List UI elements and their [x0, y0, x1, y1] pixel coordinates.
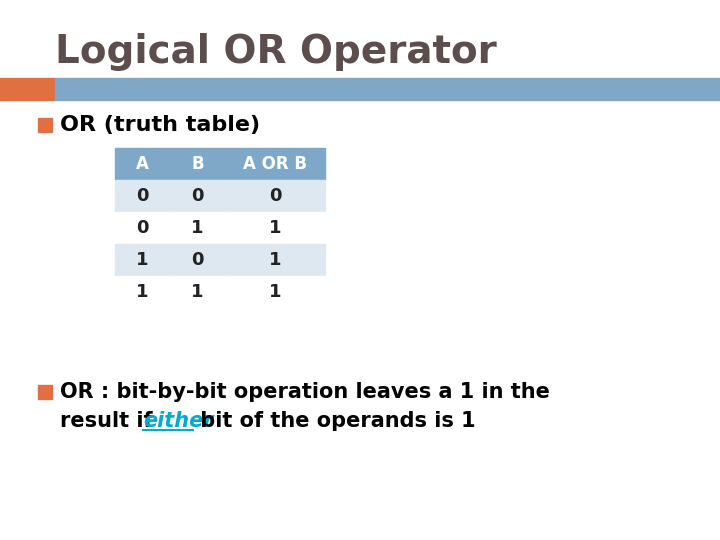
Text: OR : bit-by-bit operation leaves a 1 in the: OR : bit-by-bit operation leaves a 1 in … [60, 382, 550, 402]
Text: bit of the operands is 1: bit of the operands is 1 [193, 411, 475, 431]
Text: either: either [143, 411, 214, 431]
Bar [170, 180, 225, 212]
Bar [55, 78, 720, 100]
Bar [170, 276, 225, 308]
Bar [115, 148, 170, 180]
Bar [225, 244, 325, 276]
Bar [225, 276, 325, 308]
Text: 1: 1 [192, 283, 204, 301]
Text: B: B [192, 155, 204, 173]
Text: 0: 0 [192, 251, 204, 269]
Bar [38, 385, 52, 399]
Text: 0: 0 [136, 219, 149, 237]
Text: 0: 0 [192, 187, 204, 205]
Text: A OR B: A OR B [243, 155, 307, 173]
Text: 1: 1 [136, 251, 149, 269]
Text: 1: 1 [269, 219, 282, 237]
Text: 1: 1 [269, 251, 282, 269]
Bar [115, 276, 170, 308]
Text: result if: result if [60, 411, 160, 431]
Bar [225, 212, 325, 244]
Text: A: A [136, 155, 149, 173]
Bar [115, 244, 170, 276]
Text: 1: 1 [136, 283, 149, 301]
Text: 0: 0 [136, 187, 149, 205]
Text: Logical OR Operator: Logical OR Operator [55, 33, 497, 71]
Bar [115, 212, 170, 244]
Bar [38, 118, 52, 132]
Bar [170, 244, 225, 276]
Text: OR (truth table): OR (truth table) [60, 115, 260, 135]
Bar [0, 78, 55, 100]
Text: 1: 1 [192, 219, 204, 237]
Text: 0: 0 [269, 187, 282, 205]
Bar [170, 148, 225, 180]
Bar [115, 180, 170, 212]
Bar [225, 180, 325, 212]
Bar [225, 148, 325, 180]
Text: 1: 1 [269, 283, 282, 301]
Bar [170, 212, 225, 244]
